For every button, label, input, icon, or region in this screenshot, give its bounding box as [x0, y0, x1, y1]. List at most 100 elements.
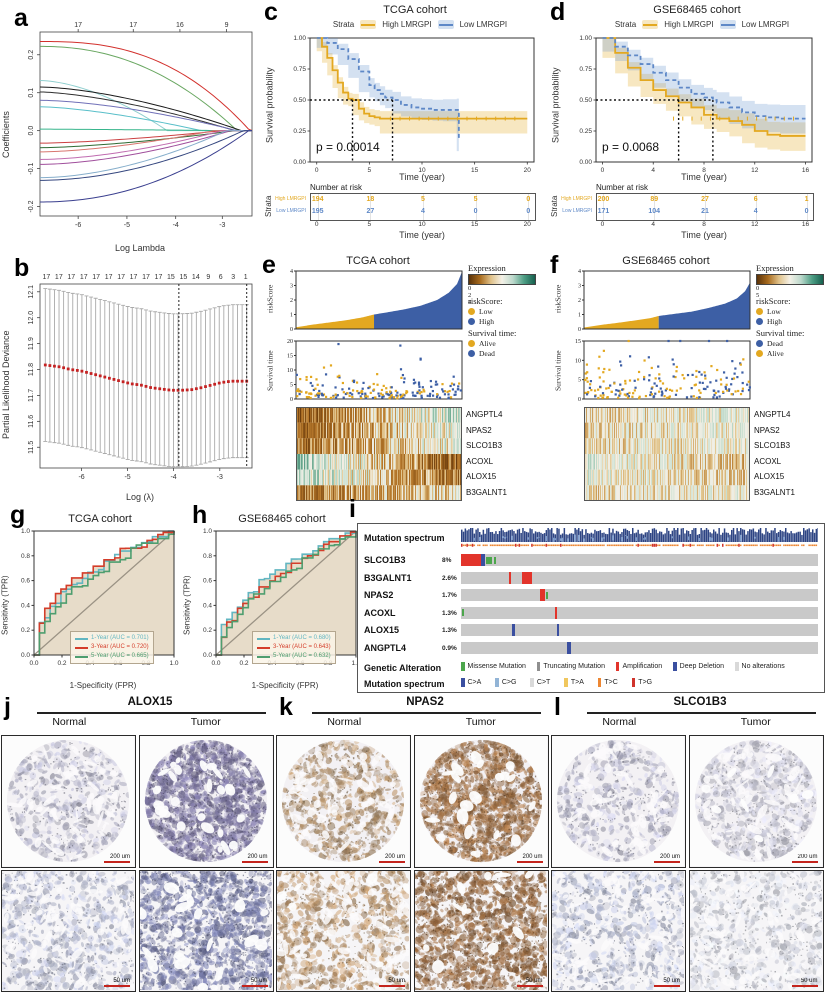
scale-bar-line	[104, 860, 130, 863]
roc-curve-key	[257, 655, 270, 658]
km-xlabel: Time (year)	[681, 172, 727, 182]
panel-letter-j: j	[4, 693, 11, 721]
risk-gridline	[528, 194, 530, 220]
panel-risk-gse68465: f GSE68465 cohort riskScore Survival time AN…	[550, 253, 825, 505]
ihc-tissue-canvas	[277, 871, 409, 990]
heatmap-gene-label: B3GALNT1	[754, 488, 795, 497]
roc-curve-key	[75, 655, 88, 658]
scale-bar: 50 um	[104, 978, 130, 987]
key-line	[643, 23, 658, 26]
mutation-spectrum-histogram	[461, 528, 818, 548]
km-plot-canvas	[562, 32, 820, 184]
roc-curve-key	[75, 637, 88, 640]
ihc-col-label-normal: Normal	[52, 716, 87, 728]
expression-legend: Expression 0 2 4 riskScore: Low High Survival t…	[468, 263, 548, 358]
expression-tick: 4	[468, 299, 472, 306]
roc-auc-item: 5-Year (AUC = 0.665)	[75, 652, 149, 661]
ihc-gene-title: NPAS2	[406, 696, 444, 708]
oncoprint-mark-mis	[493, 556, 496, 564]
expression-tick: 0	[468, 285, 472, 292]
scale-bar-line	[654, 984, 680, 987]
oncoprint-mark-mis	[485, 556, 493, 564]
survivaltime-legend-item: Dead	[468, 349, 548, 358]
scale-bar: 200 um	[241, 853, 268, 863]
roc-auc-item: 5-Year (AUC = 0.632)	[257, 652, 331, 661]
survivaltime-dot	[756, 350, 763, 357]
spectrum-legend-item: T>C	[597, 678, 618, 687]
heatmap-gene-label: ACOXL	[754, 456, 782, 466]
expression-legend-title: Expression	[468, 263, 506, 273]
heatmap-gene-label: B3GALNT1	[466, 488, 507, 497]
riskscore-item-label: High	[479, 317, 494, 326]
low-lmrgpi-key	[719, 20, 736, 29]
scale-bar-label: 200 um	[247, 853, 268, 860]
km-title: GSE68465 cohort	[653, 4, 741, 16]
oncoprint-mark-amp	[461, 554, 481, 566]
risk-count: 5	[421, 196, 425, 203]
oncoprint-track	[461, 571, 818, 584]
spectrum-item-label: C>G	[501, 679, 517, 686]
risk-axis-tick: 5	[367, 221, 372, 228]
risk-row-label: Low LMRGPI	[276, 208, 306, 214]
panel-roc-gse68465: h GSE68465 cohort Sensitivity (TPR) 1-Speci…	[182, 503, 362, 697]
risk-row-label: High LMRGPI	[561, 196, 592, 202]
risk-gridline	[603, 194, 605, 220]
survivaltime-item-label: Alive	[479, 339, 496, 348]
riskscore-ylabel: riskScore	[553, 284, 563, 314]
risk-count: 89	[650, 196, 659, 203]
roc-curve-key	[257, 637, 270, 640]
survivaltime-legend-item: Alive	[756, 349, 825, 358]
oncoprint-track	[461, 554, 818, 566]
risk-count: 200	[597, 196, 610, 203]
roc-auc-item: 3-Year (AUC = 0.720)	[75, 643, 149, 652]
oncoprint-mark-del	[567, 641, 571, 654]
low-lmrgpi-key	[437, 20, 454, 29]
km-plot-canvas	[276, 32, 542, 184]
roc-ylabel: Sensitivity (TPR)	[0, 575, 10, 635]
risk-count: 18	[366, 196, 375, 203]
expression-tick: 2	[468, 292, 472, 299]
roc-auc-legend: 1-Year (AUC = 0.680) 3-Year (AUC = 0.643)…	[252, 631, 336, 664]
ihc-gene-title: ALOX15	[127, 696, 173, 708]
oncoprint-gene-label: SLCO1B3	[364, 555, 406, 565]
scale-bar-line	[516, 984, 543, 987]
oncoprint-mark-amp	[540, 589, 545, 601]
km-ylabel: Survival probability	[264, 67, 275, 143]
ihc-image-slco1b3-tumor-50um: 50 um	[688, 870, 824, 992]
roc-xlabel: 1-Specificity (FPR)	[251, 681, 319, 690]
mutation-spectrum-legend: C>A C>G C>T T>A T>C T>G	[461, 678, 652, 687]
ihc-gene-title: SLCO1B3	[673, 696, 727, 708]
key-line	[438, 23, 453, 26]
oncoprint-mark-del	[480, 554, 486, 566]
risk-gridline	[705, 194, 706, 220]
alteration-key	[461, 662, 465, 671]
scale-bar: 50 um	[379, 978, 405, 987]
riskscore-curve-canvas	[566, 267, 752, 335]
riskscore-curve-canvas	[278, 267, 464, 335]
expression-legend: Expression 0 5 riskScore: Low High Survival ti…	[756, 263, 825, 358]
scale-bar-label: 200 um	[659, 853, 680, 860]
oncoprint-pct-label: 0.9%	[442, 644, 457, 652]
alteration-item-label: Deep Deletion	[679, 663, 725, 670]
oncoprint-mark-del	[512, 624, 515, 636]
oncoprint-track	[461, 589, 818, 601]
heatmap-gene-label: SLCO1B3	[466, 441, 503, 451]
ihc-col-label-normal: Normal	[602, 716, 637, 728]
riskscore-dot	[756, 318, 763, 325]
oncoprint-pct-label: 8%	[442, 557, 452, 564]
scale-bar-label: 200 um	[797, 853, 818, 860]
heatmap-gene-label: NPAS2	[754, 425, 780, 435]
oncoprint-track	[461, 641, 818, 654]
ihc-col-label-normal: Normal	[327, 716, 362, 728]
riskscore-item-label: High	[767, 317, 782, 326]
scale-bar-line	[654, 860, 680, 863]
expression-tick: 5	[756, 292, 760, 299]
risk-gridline	[370, 194, 372, 220]
ihc-tissue-canvas	[139, 871, 272, 990]
scale-bar-line	[241, 860, 268, 863]
spectrum-legend-item: C>T	[530, 678, 550, 687]
risk-xlabel: Time (year)	[681, 230, 727, 240]
risk-axis-tick: 15	[471, 221, 479, 228]
km-strata-legend: Strata High LMRGPI Low LMRGPI	[598, 20, 806, 29]
oncoprint-gene-label: ANGPTL4	[364, 642, 407, 653]
